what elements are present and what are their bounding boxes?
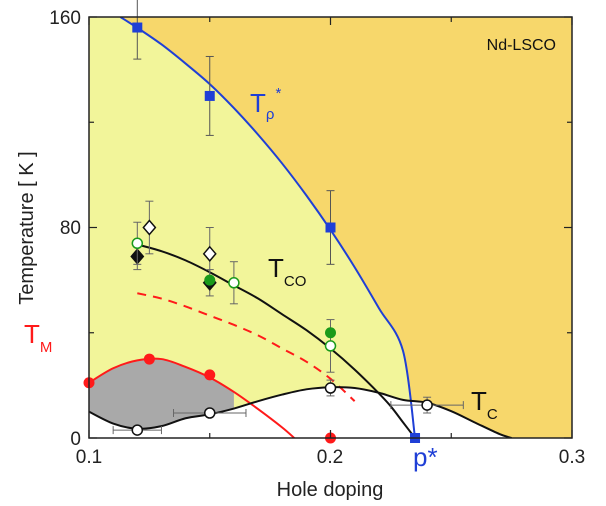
tco-label: TCO bbox=[268, 253, 306, 290]
data-point-circle bbox=[143, 353, 155, 365]
magnetic-region bbox=[89, 358, 234, 429]
y-axis-title: Temperature [ K ] bbox=[16, 151, 38, 304]
data-point-square bbox=[204, 90, 215, 101]
y-tick-label-160: 160 bbox=[49, 8, 81, 29]
tm-label: TM bbox=[24, 319, 52, 356]
tco-onset-dashed-curve bbox=[137, 292, 356, 402]
data-point-circle bbox=[204, 274, 216, 286]
x-tick-label-0.1: 0.1 bbox=[76, 447, 102, 468]
data-point-diamond bbox=[142, 219, 157, 236]
tc-label: TC bbox=[471, 386, 498, 423]
data-point-square bbox=[325, 222, 336, 233]
x-axis-title: Hole doping bbox=[277, 479, 384, 501]
axis-ticks bbox=[88, 16, 573, 439]
data-point-circle bbox=[204, 407, 216, 419]
data-point-circle bbox=[131, 424, 144, 436]
y-tick-label-80: 80 bbox=[60, 218, 81, 239]
trho-label: Tρ* bbox=[250, 85, 281, 123]
tco-curve bbox=[132, 242, 416, 438]
trho-curve bbox=[119, 17, 417, 438]
data-point-square bbox=[132, 22, 143, 33]
data-point-diamond bbox=[202, 245, 217, 262]
data-point-circle bbox=[324, 340, 337, 352]
data-point-circle bbox=[325, 327, 336, 339]
x-tick-label-0.3: 0.3 bbox=[559, 447, 585, 468]
data-point-circle bbox=[228, 277, 240, 289]
data-markers bbox=[83, 0, 464, 444]
data-point-circle bbox=[131, 237, 144, 250]
data-point-circle bbox=[421, 399, 433, 411]
data-point-circle bbox=[204, 369, 216, 381]
inset-label: Nd-LSCO bbox=[487, 37, 556, 54]
data-point-circle bbox=[324, 382, 337, 394]
y-tick-label-0: 0 bbox=[70, 429, 81, 450]
tm-curve bbox=[89, 357, 295, 438]
x-tick-label-0.2: 0.2 bbox=[317, 447, 343, 468]
pstar-label: p* bbox=[413, 442, 438, 472]
